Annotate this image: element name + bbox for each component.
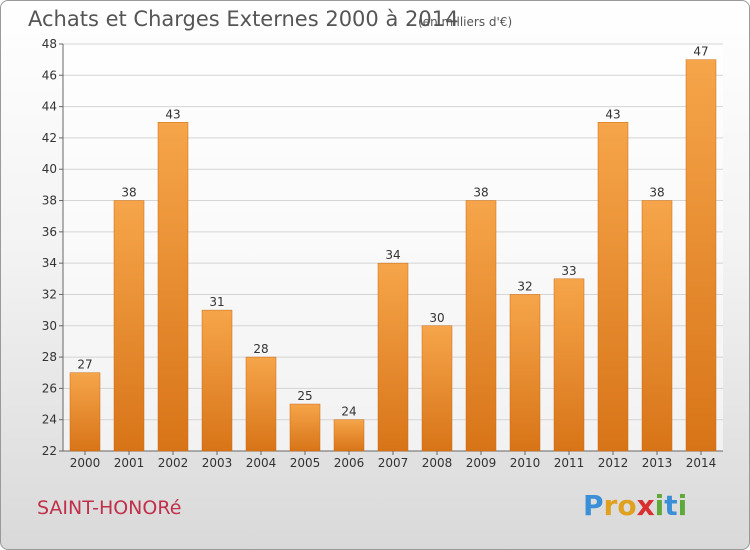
y-tick-label: 46 [42,68,57,82]
y-tick-label: 28 [42,350,57,364]
y-tick-label: 38 [42,194,57,208]
data-label: 24 [341,405,356,419]
bar [157,122,189,452]
bar [509,294,541,452]
data-label: 43 [165,107,180,121]
x-tick-label: 2007 [378,456,409,470]
x-tick-label: 2014 [686,456,717,470]
logo-letter: r [603,489,618,522]
logo-letter: i [677,489,688,522]
bar [421,325,453,452]
data-label: 38 [649,186,664,200]
data-label: 30 [429,311,444,325]
data-label: 32 [517,279,532,293]
bar [553,278,585,452]
y-tick-label: 40 [42,162,57,176]
x-tick-label: 2006 [334,456,365,470]
y-tick-label: 44 [42,100,57,114]
x-tick-label: 2000 [70,456,101,470]
place-name: SAINT-HONORé [37,497,182,519]
x-tick-label: 2010 [510,456,541,470]
data-label: 43 [605,107,620,121]
bar [641,200,673,452]
x-tick-label: 2003 [202,456,233,470]
y-tick-label: 34 [42,256,57,270]
bar [289,403,321,452]
data-label: 28 [253,342,268,356]
chart-subtitle: (en milliers d'€) [418,15,513,29]
x-tick-label: 2011 [554,456,585,470]
bar [113,200,145,452]
y-tick-label: 24 [42,413,57,427]
data-label: 47 [693,45,708,59]
bar [333,419,365,452]
y-tick-label: 22 [42,444,57,458]
y-tick-label: 30 [42,319,57,333]
logo-letter: i [654,489,665,522]
y-tick-label: 32 [42,287,57,301]
data-label: 33 [561,264,576,278]
x-tick-label: 2002 [158,456,189,470]
x-tick-label: 2004 [246,456,277,470]
logo-letter: t [664,489,678,522]
x-tick-label: 2012 [598,456,629,470]
data-label: 34 [385,248,400,262]
logo-letter: o [617,489,637,522]
x-tick-label: 2005 [290,456,321,470]
y-tick-label: 48 [42,37,57,51]
y-tick-label: 26 [42,381,57,395]
chart-title: Achats et Charges Externes 2000 à 2014 [28,7,459,31]
x-tick-label: 2009 [466,456,497,470]
x-tick-label: 2008 [422,456,453,470]
bar [685,59,717,452]
bar [377,262,409,452]
data-label: 31 [209,295,224,309]
data-label: 27 [77,358,92,372]
logo-letter: P [583,489,604,522]
y-tick-label: 36 [42,225,57,239]
bar [245,356,277,452]
data-label: 38 [473,186,488,200]
logo-letter: x [636,489,655,522]
x-tick-label: 2013 [642,456,673,470]
bar [201,309,233,452]
proxiti-logo: Proxiti [583,489,687,522]
data-label: 38 [121,186,136,200]
bar [69,372,101,452]
y-tick-label: 42 [42,131,57,145]
bar [465,200,497,452]
bar [597,122,629,452]
x-tick-label: 2001 [114,456,145,470]
data-label: 25 [297,389,312,403]
